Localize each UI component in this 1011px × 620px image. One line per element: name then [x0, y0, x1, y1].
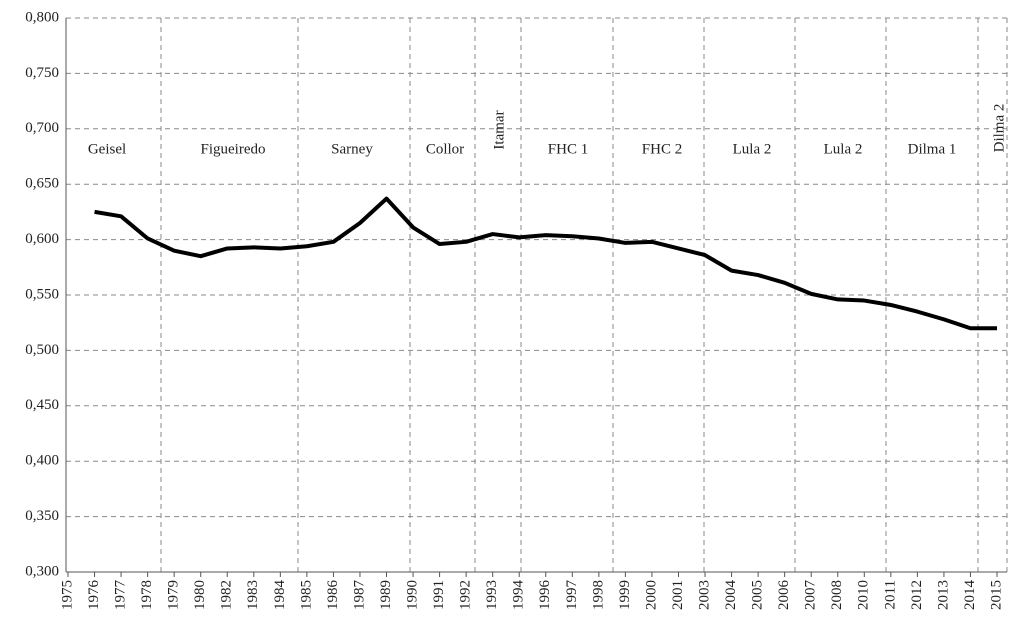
period-label: Lula 2	[733, 141, 772, 157]
x-tick-label: 1992	[458, 580, 474, 610]
x-tick-label: 2011	[882, 580, 898, 609]
data-line	[94, 196, 997, 331]
y-tick-label: 0,450	[25, 397, 59, 413]
x-tick-label: 1996	[537, 580, 553, 611]
period-label: Dilma 2	[991, 104, 1007, 153]
x-tick-label: 2006	[776, 580, 792, 611]
x-tick-label: 1993	[484, 580, 500, 610]
period-label: Geisel	[88, 141, 126, 157]
x-tick-label: 1991	[431, 580, 447, 610]
x-tick-label: 1975	[59, 580, 75, 610]
period-label: Figueiredo	[201, 141, 266, 157]
x-tick-label: 1999	[617, 580, 633, 610]
x-tick-label: 1982	[219, 580, 235, 610]
period-label: Lula 2	[824, 141, 863, 157]
y-tick-label: 0,700	[25, 120, 59, 136]
period-label: Collor	[426, 141, 464, 157]
x-tick-label: 1989	[378, 580, 394, 610]
x-tick-label: 1978	[139, 580, 155, 610]
x-tick-label: 1976	[86, 580, 102, 611]
y-tick-label: 0,550	[25, 286, 59, 302]
x-tick-label: 2014	[962, 580, 978, 611]
y-tick-label: 0,750	[25, 65, 59, 81]
x-tick-label: 1980	[192, 580, 208, 610]
period-label: FHC 1	[548, 141, 588, 157]
x-tick-label: 2015	[988, 580, 1004, 610]
y-tick-label: 0,650	[25, 176, 59, 192]
y-tick-label: 0,600	[25, 231, 59, 247]
x-tick-label: 1986	[325, 580, 341, 611]
x-tick-label: 2005	[750, 580, 766, 610]
y-tick-label: 0,300	[25, 563, 59, 579]
period-label: Dilma 1	[908, 141, 957, 157]
period-label: Sarney	[331, 141, 373, 157]
y-tick-label: 0,350	[25, 508, 59, 524]
x-tick-label: 1979	[166, 580, 182, 610]
x-tick-label: 2000	[643, 580, 659, 610]
x-tick-label: 1977	[113, 580, 129, 611]
y-tick-label: 0,500	[25, 342, 59, 358]
x-tick-label: 1984	[272, 580, 288, 611]
period-label: Itamar	[491, 110, 507, 149]
x-tick-label: 2008	[829, 580, 845, 610]
x-tick-label: 2012	[909, 580, 925, 610]
x-tick-label: 1998	[590, 580, 606, 610]
x-tick-label: 1985	[298, 580, 314, 610]
y-tick-label: 0,800	[25, 9, 59, 25]
x-tick-label: 2007	[803, 580, 819, 611]
x-tick-label: 1994	[511, 580, 527, 611]
x-tick-label: 2013	[935, 580, 951, 610]
x-tick-label: 2001	[670, 580, 686, 610]
x-tick-label: 1987	[351, 580, 367, 611]
x-tick-label: 2004	[723, 580, 739, 611]
x-tick-label: 1983	[245, 580, 261, 610]
y-tick-label: 0,400	[25, 453, 59, 469]
period-label: FHC 2	[642, 141, 682, 157]
x-tick-label: 2003	[696, 580, 712, 610]
x-tick-label: 2010	[856, 580, 872, 610]
x-tick-label: 1990	[404, 580, 420, 610]
x-tick-label: 1997	[564, 580, 580, 611]
